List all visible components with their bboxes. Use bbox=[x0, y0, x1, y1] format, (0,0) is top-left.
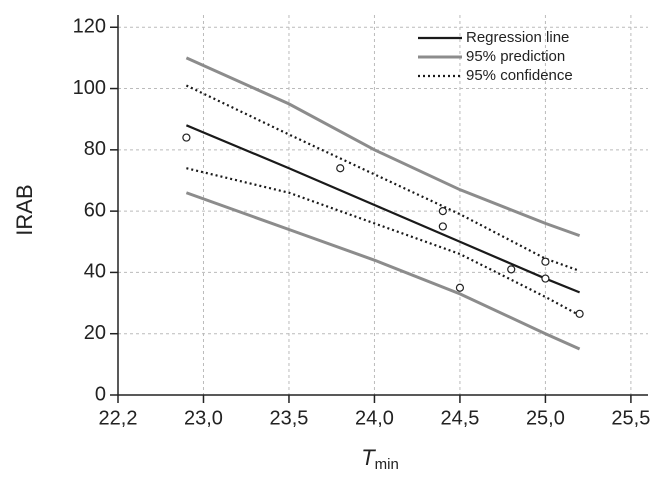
y-tick-label: 100 bbox=[73, 77, 106, 99]
x-tick-label: 22,2 bbox=[99, 407, 138, 429]
y-tick-label: 0 bbox=[95, 383, 106, 405]
series-line bbox=[186, 167, 581, 317]
series-line bbox=[185, 191, 581, 351]
data-point bbox=[541, 257, 550, 266]
data-point bbox=[541, 274, 550, 283]
x-axis-label-sub: min bbox=[375, 456, 399, 473]
legend-label: 95% prediction bbox=[466, 48, 565, 65]
data-point bbox=[438, 207, 447, 216]
data-point bbox=[575, 309, 584, 318]
y-tick-label: 60 bbox=[84, 199, 106, 221]
y-tick-label: 40 bbox=[84, 261, 106, 283]
x-tick-label: 25,0 bbox=[526, 407, 565, 429]
data-point bbox=[455, 283, 465, 292]
data-point bbox=[182, 133, 191, 142]
data-point bbox=[336, 164, 345, 173]
y-tick-label: 80 bbox=[84, 138, 106, 160]
y-tick-label: 20 bbox=[84, 322, 106, 344]
data-point bbox=[438, 222, 447, 231]
x-tick-label: 24,5 bbox=[440, 407, 479, 429]
series-line bbox=[185, 56, 581, 238]
legend-label: 95% confidence bbox=[466, 67, 573, 84]
x-tick-label: 24,0 bbox=[355, 407, 394, 429]
x-axis-label-main: T bbox=[361, 445, 376, 470]
legend-label: Regression line bbox=[466, 29, 569, 46]
series-line bbox=[185, 124, 581, 294]
x-tick-label: 23,0 bbox=[184, 407, 223, 429]
x-tick-label: 25,5 bbox=[611, 407, 650, 429]
y-tick-label: 120 bbox=[73, 16, 106, 38]
series-line bbox=[185, 84, 580, 272]
data-point bbox=[507, 265, 516, 274]
y-axis-label: IRAB bbox=[12, 184, 37, 235]
x-axis-label: Tmin bbox=[361, 445, 399, 473]
x-tick-label: 23,5 bbox=[269, 407, 308, 429]
